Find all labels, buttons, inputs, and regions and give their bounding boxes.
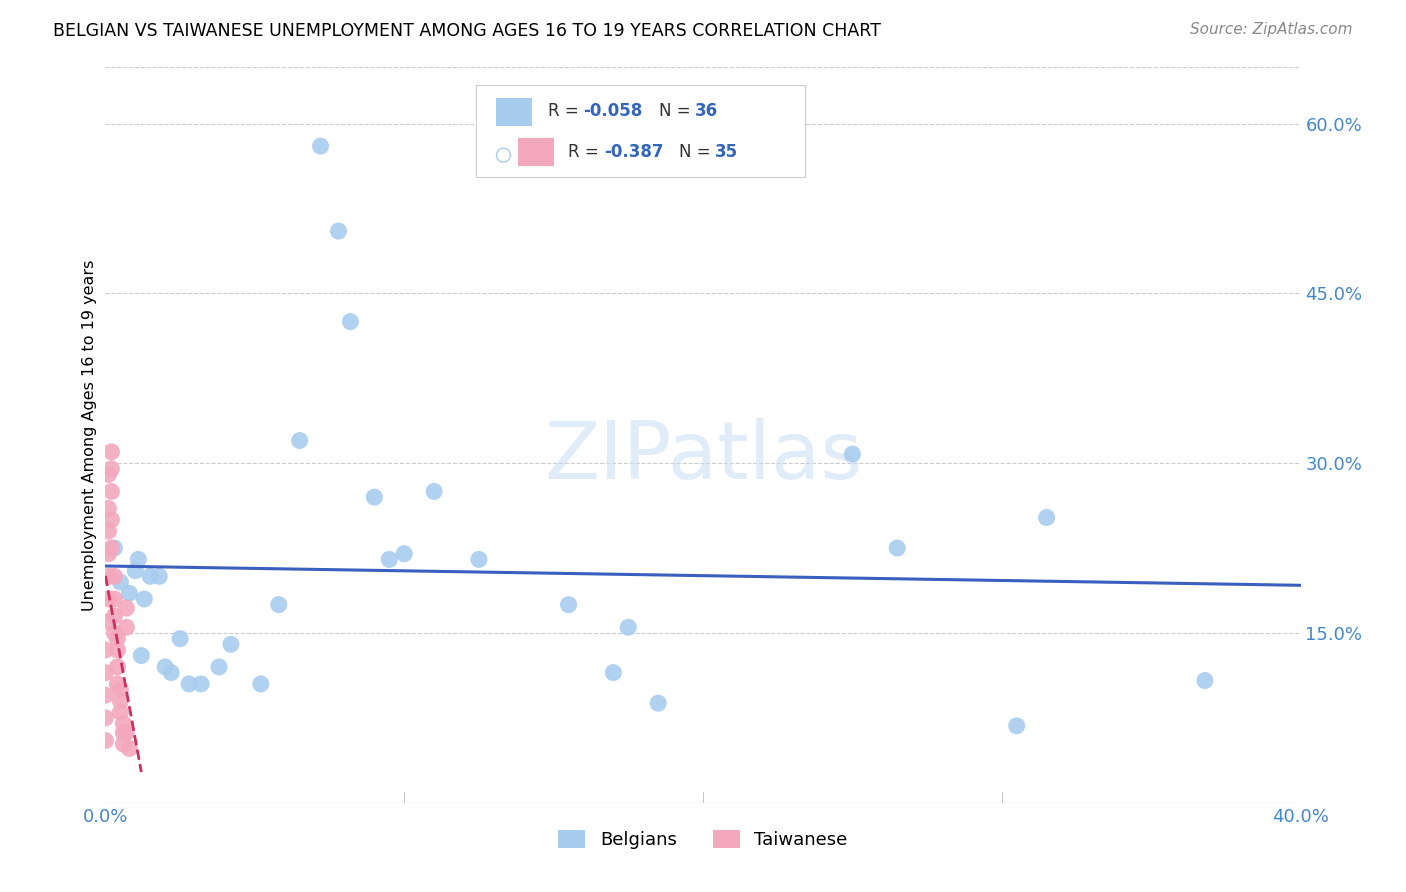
Point — [148, 569, 170, 583]
Point — [112, 737, 135, 751]
Point — [129, 648, 153, 663]
Point — [100, 484, 122, 499]
Point — [94, 688, 117, 702]
Point — [1194, 673, 1216, 688]
Point — [328, 224, 350, 238]
Point — [1035, 510, 1057, 524]
Point — [841, 447, 863, 461]
Text: ZIPatlas: ZIPatlas — [544, 418, 862, 496]
Text: R =: R = — [547, 102, 583, 120]
Text: BELGIAN VS TAIWANESE UNEMPLOYMENT AMONG AGES 16 TO 19 YEARS CORRELATION CHART: BELGIAN VS TAIWANESE UNEMPLOYMENT AMONG … — [53, 22, 882, 40]
Point — [309, 139, 332, 153]
Point — [94, 643, 117, 657]
Point — [103, 626, 125, 640]
Point — [110, 705, 132, 719]
Point — [118, 741, 141, 756]
Point — [115, 725, 138, 739]
Point — [112, 716, 135, 731]
Point — [886, 541, 908, 555]
Point — [97, 501, 120, 516]
Point — [468, 552, 491, 566]
Point — [107, 660, 129, 674]
Point — [100, 445, 122, 459]
Point — [115, 601, 138, 615]
Point — [97, 615, 120, 629]
Point — [103, 609, 125, 624]
Point — [97, 592, 120, 607]
Point — [107, 632, 129, 646]
FancyBboxPatch shape — [496, 98, 531, 126]
Point — [110, 575, 132, 590]
Point — [103, 541, 125, 555]
Point — [190, 677, 212, 691]
Point — [250, 677, 273, 691]
Text: 35: 35 — [716, 143, 738, 161]
Point — [94, 711, 117, 725]
Point — [647, 696, 669, 710]
Point — [103, 569, 125, 583]
Point — [394, 547, 416, 561]
Point — [107, 643, 129, 657]
Point — [557, 598, 579, 612]
Point — [169, 632, 191, 646]
Point — [339, 315, 361, 329]
Point — [97, 547, 120, 561]
Point — [155, 660, 177, 674]
Point — [177, 677, 201, 691]
Point — [107, 677, 129, 691]
Point — [208, 660, 231, 674]
Point — [219, 637, 242, 651]
Point — [100, 462, 122, 476]
Point — [617, 620, 640, 634]
Point — [118, 586, 141, 600]
Text: -0.058: -0.058 — [583, 102, 643, 120]
Point — [602, 665, 624, 680]
Text: 36: 36 — [695, 102, 717, 120]
Point — [97, 467, 120, 482]
Point — [267, 598, 290, 612]
Point — [378, 552, 401, 566]
Text: N =: N = — [679, 143, 716, 161]
Point — [112, 725, 135, 739]
Text: N =: N = — [659, 102, 696, 120]
Point — [97, 524, 120, 538]
Point — [110, 694, 132, 708]
FancyBboxPatch shape — [475, 86, 804, 178]
Y-axis label: Unemployment Among Ages 16 to 19 years: Unemployment Among Ages 16 to 19 years — [82, 260, 97, 610]
Point — [100, 541, 122, 555]
Point — [139, 569, 162, 583]
FancyBboxPatch shape — [517, 138, 554, 166]
Point — [97, 569, 120, 583]
Point — [160, 665, 183, 680]
Point — [94, 733, 117, 747]
Point — [124, 564, 146, 578]
Text: Source: ZipAtlas.com: Source: ZipAtlas.com — [1189, 22, 1353, 37]
Point — [1005, 719, 1028, 733]
Legend: Belgians, Taiwanese: Belgians, Taiwanese — [551, 822, 855, 856]
Point — [103, 592, 125, 607]
Point — [363, 490, 385, 504]
Point — [115, 620, 138, 634]
Text: R =: R = — [568, 143, 605, 161]
Point — [423, 484, 446, 499]
Point — [127, 552, 149, 566]
Point — [288, 434, 311, 448]
Point — [94, 665, 117, 680]
Point — [100, 513, 122, 527]
Point — [110, 682, 132, 697]
Text: -0.387: -0.387 — [603, 143, 664, 161]
Point — [134, 592, 156, 607]
